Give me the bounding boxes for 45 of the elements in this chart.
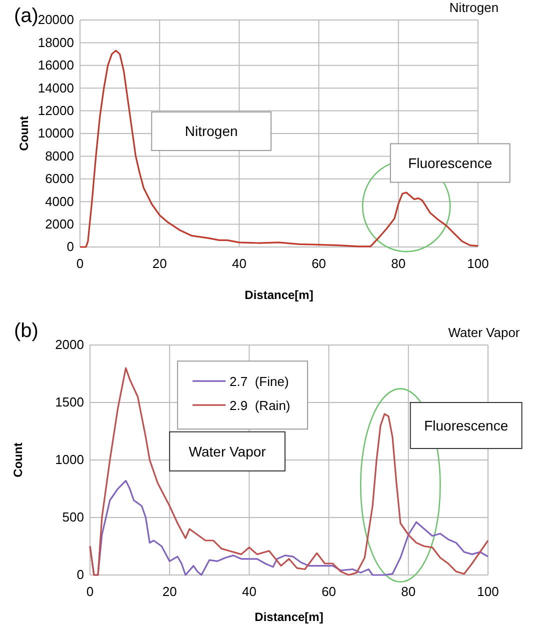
y-tick-label: 500 [62,510,84,525]
legend-label: 2.9 (Rain) [230,398,290,414]
y-tick-label: 2000 [55,337,84,352]
x-tick-label: 40 [242,584,256,600]
y-tick-label: 14000 [38,80,74,96]
y-tick-label: 2000 [45,216,74,232]
x-axis-title: Distance[m] [254,610,324,624]
annotation: Fluorescence [408,155,492,172]
chart-title: Nitrogen [449,0,499,15]
x-tick-label: 100 [477,584,499,600]
x-tick-label: 20 [162,584,177,600]
y-tick-label: 18000 [38,34,74,50]
y-tick-label: 10000 [38,126,74,141]
text: (a) [14,5,38,27]
label-box: Fluorescence [390,143,510,183]
y-tick-label: 4000 [45,194,74,209]
label-box: Water Vapor [169,431,286,472]
x-axis-title: Distance[m] [244,288,314,302]
annotation: Water Vapor [188,443,266,460]
x-tick-label: 80 [391,256,406,272]
x-tick-label: 80 [401,584,416,600]
legend-label: 2.7 (Fine) [230,374,289,390]
y-axis-title: Count [11,442,25,478]
y-tick-label: 1000 [55,452,84,468]
chart-title: Water Vapor [448,325,520,340]
x-tick-label: 40 [232,256,246,272]
x-tick-label: 0 [86,584,94,600]
y-tick-label: 16000 [38,58,74,73]
y-tick-label: 0 [76,567,84,582]
y-axis-title: Count [17,116,31,151]
x-tick-label: 20 [152,256,167,272]
annotation: Nitrogen [184,123,238,140]
y-tick-label: 8000 [45,148,74,164]
x-tick-label: 60 [322,584,336,600]
y-tick-label: 6000 [45,171,74,186]
x-tick-label: 100 [467,256,489,272]
x-tick-label: 60 [312,256,326,272]
y-tick-label: 1500 [55,394,84,410]
label-box: Nitrogen [151,111,272,152]
y-tick-label: 12000 [38,102,74,118]
text: (b) [14,320,38,342]
y-tick-label: 20000 [38,12,74,28]
annotation: Fluorescence [424,418,508,434]
label-box: Fluorescence [410,402,522,449]
y-tick-label: 0 [66,239,74,254]
